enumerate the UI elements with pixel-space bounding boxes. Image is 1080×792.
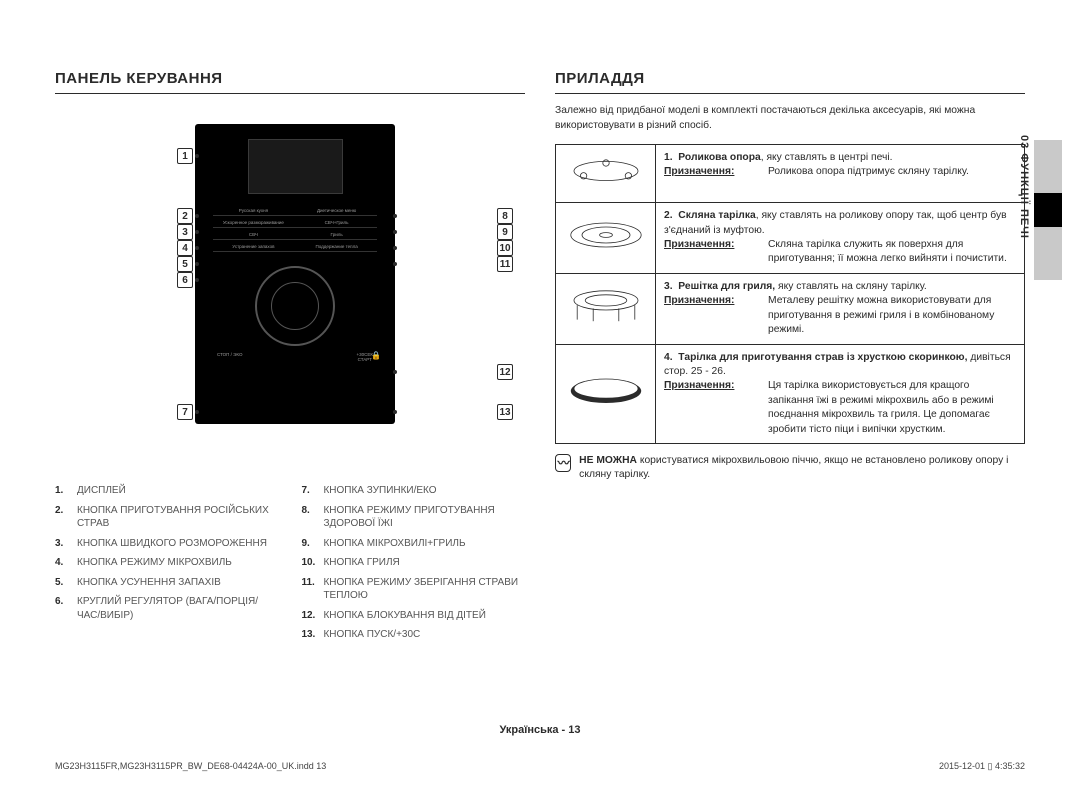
panel-bottom-button: СТОП / ЭКО	[217, 352, 242, 362]
accessories-intro: Залежно від придбаної моделі в комплекті…	[555, 104, 1025, 134]
accessories-table: 1. Роликова опора, яку ставлять в центрі…	[555, 144, 1025, 444]
callout-10: 10	[497, 240, 513, 256]
control-panel-section: ПАНЕЛЬ КЕРУВАННЯ Русская кухняДиетическо…	[55, 70, 525, 648]
meta-filename: MG23H3115FR,MG23H3115PR_BW_DE68-04424A-0…	[55, 761, 326, 772]
accessory-row: 1. Роликова опора, яку ставлять в центрі…	[556, 144, 1025, 202]
callout-4: 4	[177, 240, 193, 256]
accessory-row: 2. Скляна тарілка, яку ставлять на ролик…	[556, 203, 1025, 274]
legend-item: 13.Кнопка Пуск/+30С	[301, 628, 525, 642]
legend-item: 10.Кнопка гриля	[301, 556, 525, 570]
callout-marker	[195, 262, 199, 266]
callout-marker	[195, 278, 199, 282]
legend-item: 11.Кнопка режиму зберігання страви тепло…	[301, 576, 525, 603]
legend-item: 2.Кнопка приготування російських страв	[55, 504, 273, 531]
callout-8: 8	[497, 208, 513, 224]
accessories-section: ПРИЛАДДЯ Залежно від придбаної моделі в …	[555, 70, 1025, 648]
microwave-panel: Русская кухняДиетическое менюУскоренное …	[195, 124, 395, 424]
warning-bold: НЕ МОЖНА	[579, 455, 637, 466]
legend-item: 1.Дисплей	[55, 484, 273, 498]
lock-icon: 🔒	[371, 351, 381, 360]
callout-marker	[195, 154, 199, 158]
callout-2: 2	[177, 208, 193, 224]
meta-timestamp: 2015-12-01 ▯ 4:35:32	[939, 761, 1025, 772]
warning-row: 〰 НЕ МОЖНА користуватися мікрохвильовою …	[555, 454, 1025, 483]
callout-marker	[393, 262, 397, 266]
callout-marker	[393, 230, 397, 234]
callout-5: 5	[177, 256, 193, 272]
side-chapter-label: 03 ФУНКЦІЇ ПЕЧІ	[1018, 135, 1030, 239]
callout-13: 13	[497, 404, 513, 420]
callout-12: 12	[497, 364, 513, 380]
legend-item: 3.Кнопка швидкого розмороження	[55, 537, 273, 551]
section-title-control-panel: ПАНЕЛЬ КЕРУВАННЯ	[55, 70, 525, 94]
warning-icon: 〰	[555, 454, 571, 472]
accessory-desc-cell: 3. Решітка для гриля, яку ставлять на ск…	[656, 273, 1025, 344]
page-footer: Українська - 13	[0, 724, 1080, 736]
panel-button-row: Устранение запаховПоддержание тепла	[213, 240, 377, 252]
callout-marker	[393, 214, 397, 218]
panel-button-row: Русская кухняДиетическое меню	[213, 204, 377, 216]
control-panel-diagram: Русская кухняДиетическое менюУскоренное …	[55, 104, 525, 464]
accessory-image-cell	[556, 344, 656, 443]
accessory-desc-cell: 1. Роликова опора, яку ставлять в центрі…	[656, 144, 1025, 202]
callout-11: 11	[497, 256, 513, 272]
callout-9: 9	[497, 224, 513, 240]
accessory-desc-cell: 2. Скляна тарілка, яку ставлять на ролик…	[656, 203, 1025, 274]
accessory-image-cell	[556, 203, 656, 274]
callout-marker	[195, 410, 199, 414]
legend-item: 7.Кнопка зупинки/Еко	[301, 484, 525, 498]
side-tab	[1034, 140, 1062, 280]
section-title-accessories: ПРИЛАДДЯ	[555, 70, 1025, 94]
callout-marker	[195, 246, 199, 250]
callout-6: 6	[177, 272, 193, 288]
panel-button-row: СВЧГриль	[213, 228, 377, 240]
accessory-image-cell	[556, 273, 656, 344]
legend-item: 6.Круглий регулятор (вага/порція/час/виб…	[55, 595, 273, 622]
callout-marker	[195, 230, 199, 234]
accessory-desc-cell: 4. Тарілка для приготування страв із хру…	[656, 344, 1025, 443]
callout-marker	[393, 246, 397, 250]
legend-item: 9.Кнопка Мікрохвилі+Гриль	[301, 537, 525, 551]
accessory-row: 4. Тарілка для приготування страв із хру…	[556, 344, 1025, 443]
legend-item: 4.Кнопка режиму мікрохвиль	[55, 556, 273, 570]
legend-item: 8.Кнопка режиму приготування здорової їж…	[301, 504, 525, 531]
panel-display	[248, 139, 343, 194]
accessory-image-cell	[556, 144, 656, 202]
callout-marker	[195, 214, 199, 218]
legend-item: 5.Кнопка усунення запахів	[55, 576, 273, 590]
panel-dial	[255, 266, 335, 346]
callout-marker	[393, 410, 397, 414]
meta-footer: MG23H3115FR,MG23H3115PR_BW_DE68-04424A-0…	[55, 761, 1025, 772]
callout-marker	[393, 370, 397, 374]
accessory-row: 3. Решітка для гриля, яку ставлять на ск…	[556, 273, 1025, 344]
callout-7: 7	[177, 404, 193, 420]
callout-1: 1	[177, 148, 193, 164]
panel-button-row: Ускоренное размораживаниеСВЧ+Гриль	[213, 216, 377, 228]
callout-3: 3	[177, 224, 193, 240]
warning-text: користуватися мікрохвильовою піччю, якщо…	[579, 455, 1008, 480]
legend: 1.Дисплей 2.Кнопка приготування російськи…	[55, 484, 525, 648]
legend-item: 12.Кнопка блокування від дітей	[301, 609, 525, 623]
